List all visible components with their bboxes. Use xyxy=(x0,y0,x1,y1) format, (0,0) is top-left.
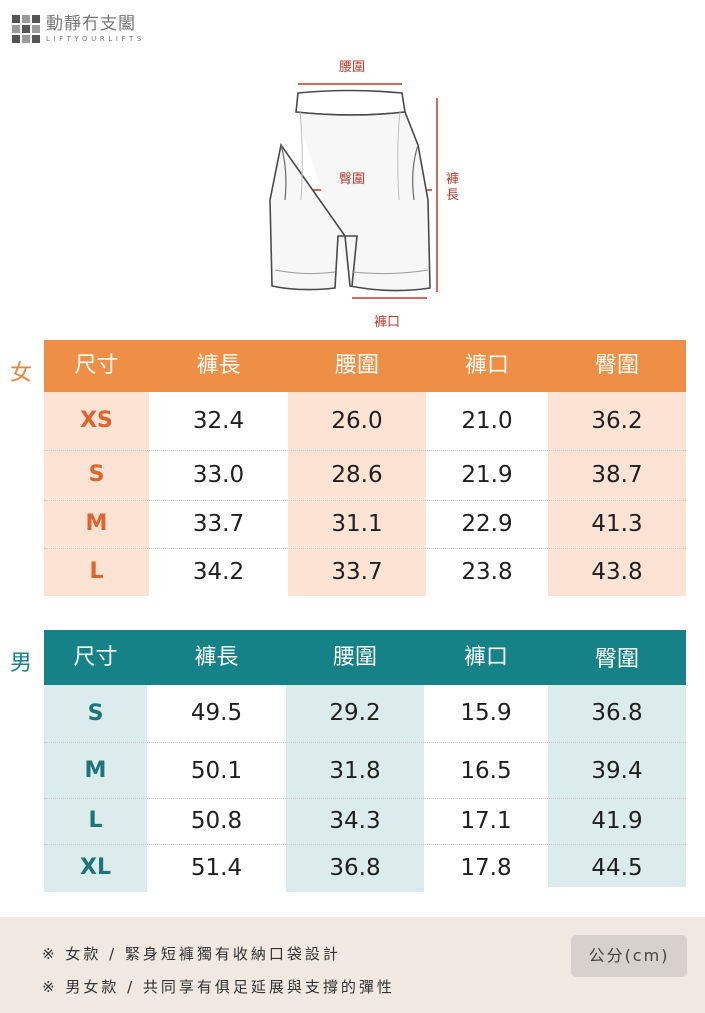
unit-badge: 公分(cm) xyxy=(571,935,687,977)
header-length: 褲長 xyxy=(196,353,241,378)
hem-label: 褲口 xyxy=(374,315,401,330)
header-size: 尺寸 xyxy=(74,353,119,378)
header-length: 褲長 xyxy=(194,645,239,670)
note-unisex: ※ 男女款 / 共同享有俱足延展與支撐的彈性 xyxy=(42,978,395,996)
women-size-table: 尺寸 褲長 腰圍 褲口 臀圍 XS 32.4 26.0 21.0 36.2 S … xyxy=(44,340,686,596)
hip-label: 臀圍 xyxy=(339,172,366,187)
logo-mark-icon xyxy=(12,15,40,43)
length-label: 褲長 xyxy=(446,172,460,203)
footer-notes: ※ 女款 / 緊身短褲獨有收納口袋設計 ※ 男女款 / 共同享有俱足延展與支撐的… xyxy=(0,917,705,1013)
table-row: XS 32.4 26.0 21.0 36.2 xyxy=(80,408,643,434)
header-hip: 臀圍 xyxy=(594,353,639,378)
header-waist: 腰圍 xyxy=(332,645,377,670)
brand-logo: 動靜冇支闔 LIFTYOURLIFTS xyxy=(12,12,145,46)
men-gender-label: 男 xyxy=(10,651,33,676)
women-gender-label: 女 xyxy=(10,361,33,386)
brand-name-cn: 動靜冇支闔 xyxy=(46,13,136,34)
header-hem: 褲口 xyxy=(463,645,508,670)
men-table-header: 尺寸 褲長 腰圍 褲口 臀圍 xyxy=(44,630,686,685)
header-waist: 腰圍 xyxy=(334,353,379,378)
header-hem: 褲口 xyxy=(464,353,509,378)
men-size-table: 尺寸 褲長 腰圍 褲口 臀圍 S 49.5 29.2 15.9 36.8 M 5… xyxy=(44,630,686,892)
table-row: L 34.2 33.7 23.8 43.8 xyxy=(89,559,643,585)
header-hip: 臀圍 xyxy=(594,647,639,672)
women-table-header: 尺寸 褲長 腰圍 褲口 臀圍 xyxy=(44,340,686,392)
shorts-diagram: 腰圍 臀圍 褲長 褲口 xyxy=(0,0,705,340)
table-row: M 33.7 31.1 22.9 41.3 xyxy=(85,511,643,537)
note-women: ※ 女款 / 緊身短褲獨有收納口袋設計 xyxy=(42,945,341,963)
table-row: S 33.0 28.6 21.9 38.7 xyxy=(88,462,643,488)
brand-name-en: LIFTYOURLIFTS xyxy=(46,34,145,43)
header-size: 尺寸 xyxy=(73,645,118,670)
table-row: S 49.5 29.2 15.9 36.8 xyxy=(87,700,643,726)
table-row: L 50.8 34.3 17.1 41.9 xyxy=(88,808,643,834)
table-row: XL 51.4 36.8 17.8 44.5 xyxy=(80,855,643,881)
waist-label: 腰圍 xyxy=(339,60,366,75)
table-row: M 50.1 31.8 16.5 39.4 xyxy=(84,758,643,784)
shorts-illustration-icon xyxy=(269,83,438,299)
